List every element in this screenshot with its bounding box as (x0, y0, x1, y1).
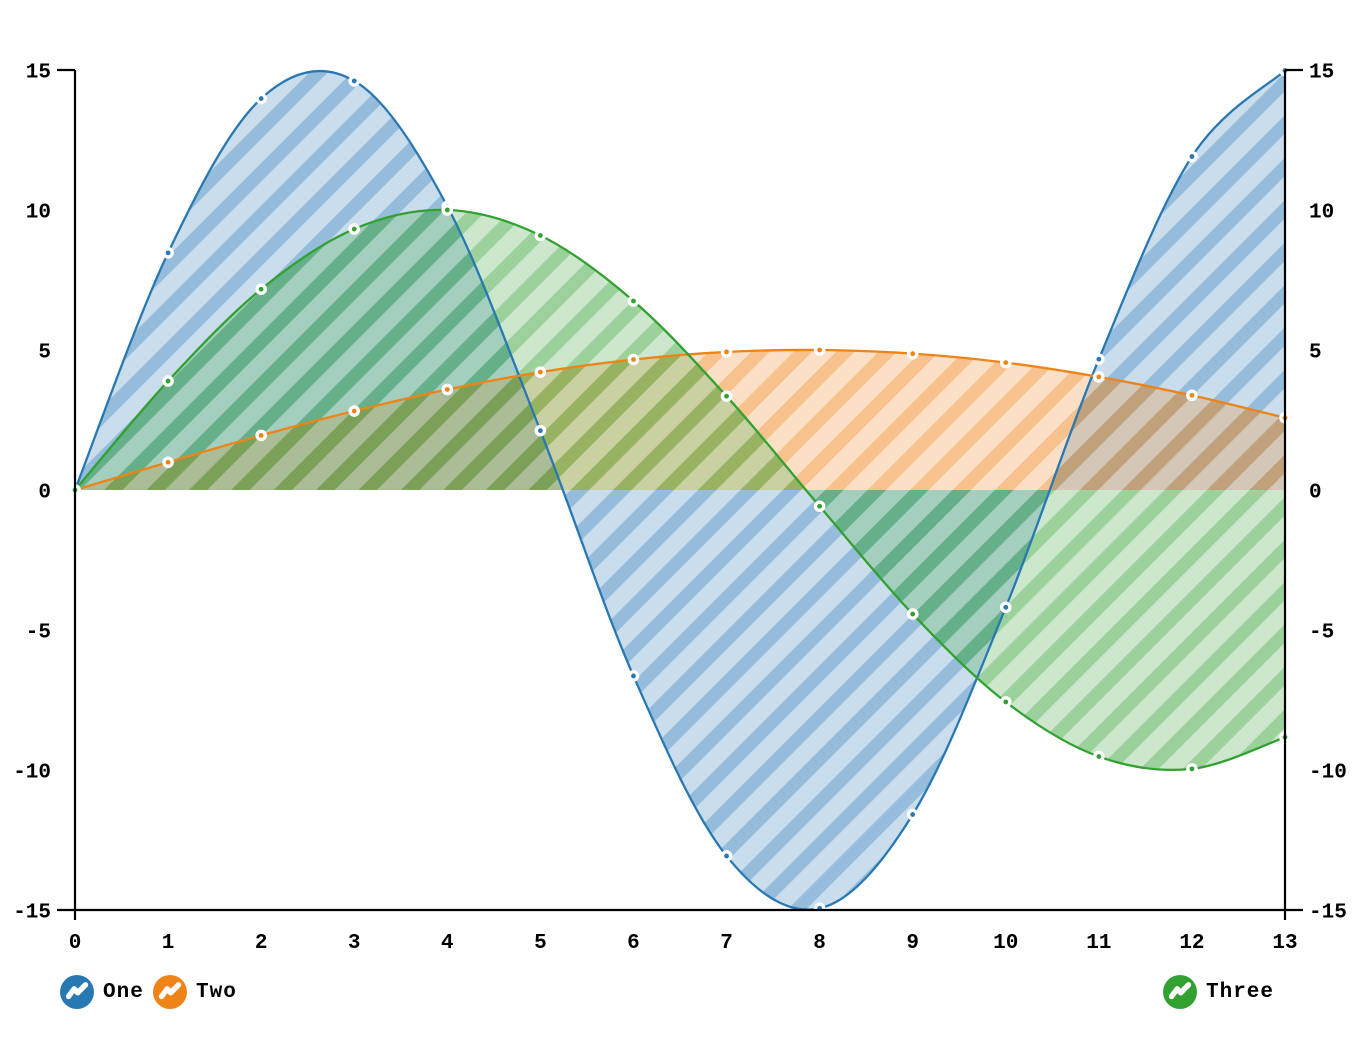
series-two-spline-badge-icon (153, 975, 187, 1009)
data-point-dot (1003, 699, 1009, 705)
legend-item-one[interactable]: One (60, 975, 144, 1009)
x-axis-label: 10 (993, 932, 1018, 955)
data-point-dot (1003, 360, 1009, 365)
axes-frame (57, 68, 1303, 920)
y-axis-label-right: 0 (1309, 482, 1322, 505)
area-fill-three (75, 209, 1285, 770)
data-point-dot (1189, 392, 1195, 398)
legend-label-two: Two (196, 980, 237, 1004)
y-axis-label-left: 15 (26, 62, 51, 85)
x-axis-label: 9 (906, 932, 919, 955)
data-point-dot (351, 78, 357, 84)
data-point-dot (631, 298, 636, 304)
x-axis-label: 4 (441, 932, 454, 955)
y-axis-label-right: 5 (1309, 342, 1322, 365)
data-point-dot (165, 250, 171, 256)
y-axis-label-left: 5 (38, 342, 51, 365)
data-point-dot (165, 378, 171, 384)
data-point-dot (444, 387, 450, 392)
data-point-dot (631, 357, 636, 362)
data-point-dot (1189, 766, 1195, 772)
y-axis-label-right: -15 (1309, 902, 1347, 925)
x-axis-label: 11 (1086, 932, 1111, 955)
legend-label-three: Three (1206, 980, 1275, 1004)
data-point-dot (1189, 154, 1195, 159)
data-point-dot (1096, 356, 1102, 362)
x-axis-label: 1 (162, 932, 175, 955)
data-point-dot (258, 286, 264, 292)
data-point-dot (444, 207, 450, 213)
data-point-dot (910, 611, 916, 617)
x-axis-label: 3 (348, 932, 361, 955)
data-point-dot (724, 349, 729, 355)
data-point-dot (165, 459, 171, 465)
data-point-dot (258, 96, 264, 101)
x-axis-label: 2 (255, 932, 268, 955)
y-axis-label-left: -10 (13, 762, 51, 785)
x-axis-label: 13 (1272, 932, 1297, 955)
x-axis-label: 6 (627, 932, 640, 955)
data-point-dot (351, 408, 357, 414)
y-axis-label-right: 15 (1309, 62, 1334, 85)
series-line-two (74, 348, 1286, 492)
data-point-dot (724, 393, 729, 399)
x-axis-label: 0 (69, 932, 82, 955)
x-axis-label: 8 (813, 932, 826, 955)
x-axis-label: 12 (1179, 932, 1204, 955)
data-point-dot (631, 673, 636, 679)
data-point-dot (1096, 374, 1102, 380)
y-axis-label-left: 10 (26, 202, 51, 225)
data-point-dot (351, 226, 357, 232)
data-point-dot (537, 233, 543, 238)
data-point-dot (817, 347, 823, 353)
data-point-dot (258, 433, 264, 438)
legend-label-one: One (103, 980, 144, 1004)
y-axis-label-left: -15 (13, 902, 51, 925)
y-axis-label-right: 10 (1309, 202, 1334, 225)
y-axis-label-left: 0 (38, 482, 51, 505)
y-axis-label-right: -10 (1309, 762, 1347, 785)
data-point-dot (1096, 754, 1102, 759)
data-point-dot (537, 369, 543, 375)
legend-item-two[interactable]: Two (153, 975, 237, 1009)
data-point-dot (537, 428, 543, 434)
x-axis-label: 5 (534, 932, 547, 955)
legend-item-three[interactable]: Three (1163, 975, 1274, 1009)
data-point-dot (910, 812, 916, 817)
y-axis-label-right: -5 (1309, 622, 1334, 645)
series-three-spline-badge-icon (1163, 975, 1197, 1009)
data-point-dot (724, 853, 729, 859)
data-point-dot (910, 351, 916, 357)
data-point-dot (1003, 604, 1009, 610)
x-axis-label: 7 (720, 932, 733, 955)
series-one-spline-badge-icon (60, 975, 94, 1009)
y-axis-label-left: -5 (26, 622, 51, 645)
data-point-dot (817, 503, 823, 509)
